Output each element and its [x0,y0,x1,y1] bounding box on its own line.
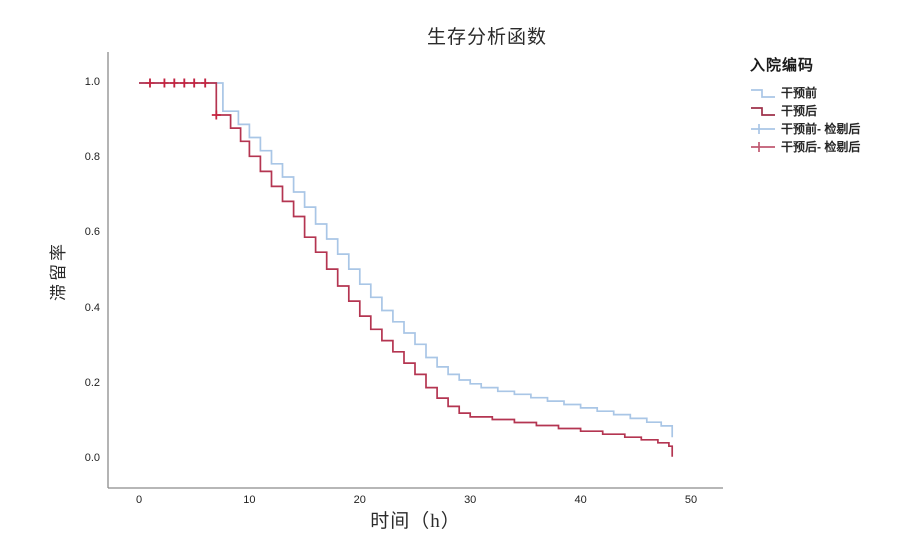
survival-curve-pre [139,82,674,438]
legend: 入院编码 干预前 干预后 干预前- 检剔后 干预后- 检剔后 [750,54,918,156]
legend-item-label: 干预后 [781,104,818,118]
y-tick-label: 0.2 [84,376,100,389]
survival-curve-post [139,82,674,457]
y-tick-label: 0.8 [84,151,100,164]
x-tick-label: 50 [684,494,698,506]
legend-item-post-censored: 干预后- 检剔后 [750,138,918,155]
legend-item-label: 干预后- 检剔后 [781,140,861,154]
censor-plus-icon [751,141,775,152]
censor-plus-icon [751,123,775,134]
y-tick-label: 0.6 [84,226,100,239]
legend-item-post: 干预后 [750,102,918,119]
y-axis-title: 滞留率 [49,241,68,301]
censor-marks [145,78,221,120]
censor-marks-pre [145,78,210,88]
legend-item-label: 干预前 [781,86,818,100]
y-tick-label: 0.4 [84,301,100,314]
step-line-icon [751,88,775,98]
x-tick-label: 30 [464,494,477,506]
y-tick-label: 0.0 [84,452,100,464]
y-tick-label: 1.0 [84,76,100,88]
x-axis-title: 时间（h） [370,511,461,532]
censor-marks-post [145,78,221,120]
legend-item-pre: 干预前 [750,84,918,101]
survival-curves [139,82,674,457]
step-line-icon [751,106,775,116]
legend-item-pre-censored: 干预前- 检剔后 [750,120,918,137]
legend-item-label: 干预前- 检剔后 [781,122,861,136]
x-tick-label: 20 [353,494,366,506]
chart-title: 生存分析函数 [426,27,547,48]
x-tick-label: 0 [135,494,143,506]
legend-title: 入院编码 [750,57,815,74]
x-tick-label: 40 [574,494,587,506]
x-tick-label: 10 [243,494,256,506]
